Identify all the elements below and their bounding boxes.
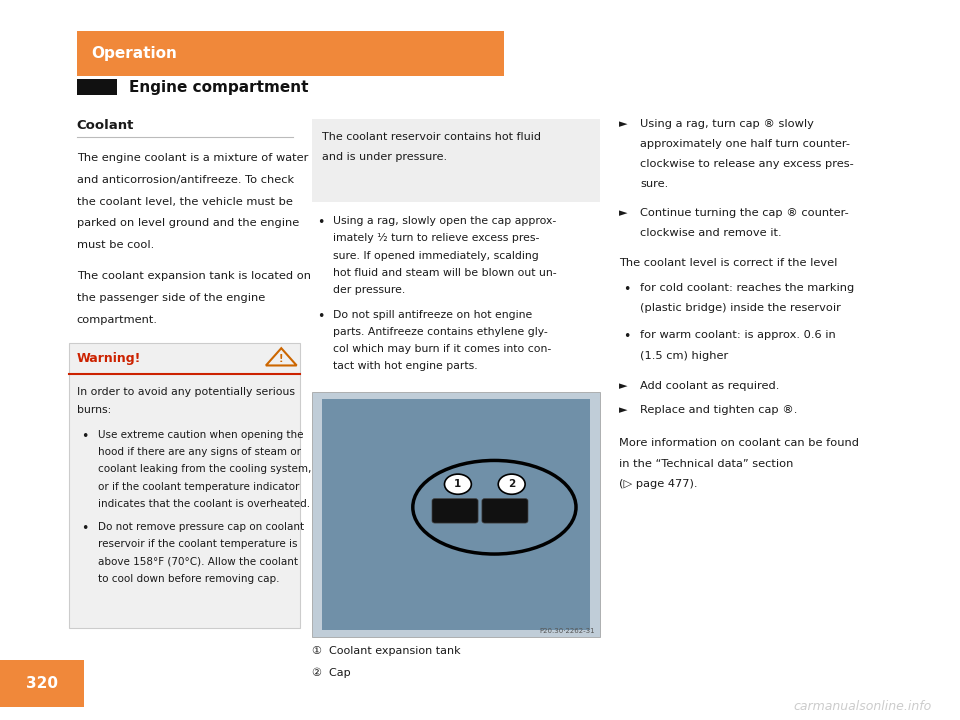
Text: carmanualsonline.info: carmanualsonline.info bbox=[793, 700, 931, 713]
Bar bbox=[69, 374, 300, 628]
Text: burns:: burns: bbox=[77, 405, 111, 415]
Text: 2: 2 bbox=[508, 480, 516, 489]
Text: P20.30·2262-31: P20.30·2262-31 bbox=[540, 628, 595, 634]
Text: Operation: Operation bbox=[91, 46, 177, 60]
Text: sure.: sure. bbox=[640, 179, 668, 189]
Text: Using a rag, turn cap ® slowly: Using a rag, turn cap ® slowly bbox=[640, 119, 814, 129]
Bar bbox=[77, 79, 117, 95]
Text: ►: ► bbox=[619, 405, 628, 415]
FancyBboxPatch shape bbox=[432, 499, 478, 523]
Text: and anticorrosion/antifreeze. To check: and anticorrosion/antifreeze. To check bbox=[77, 175, 294, 185]
Text: clockwise to release any excess pres-: clockwise to release any excess pres- bbox=[640, 159, 854, 169]
Text: or if the coolant temperature indicator: or if the coolant temperature indicator bbox=[98, 482, 300, 492]
Circle shape bbox=[444, 474, 471, 495]
Text: reservoir if the coolant temperature is: reservoir if the coolant temperature is bbox=[98, 539, 298, 549]
Text: for cold coolant: reaches the marking: for cold coolant: reaches the marking bbox=[640, 283, 854, 293]
Bar bbox=[69, 343, 300, 374]
Text: •: • bbox=[623, 283, 631, 296]
Text: der pressure.: der pressure. bbox=[333, 285, 405, 295]
Text: (▷ page 477).: (▷ page 477). bbox=[619, 479, 698, 489]
Bar bbox=[322, 399, 590, 630]
Text: Coolant: Coolant bbox=[77, 119, 134, 132]
Text: Replace and tighten cap ®.: Replace and tighten cap ®. bbox=[640, 405, 798, 415]
Text: for warm coolant: is approx. 0.6 in: for warm coolant: is approx. 0.6 in bbox=[640, 330, 836, 341]
Text: ►: ► bbox=[619, 208, 628, 218]
Text: •: • bbox=[317, 310, 324, 323]
Text: parked on level ground and the engine: parked on level ground and the engine bbox=[77, 218, 300, 228]
Text: Using a rag, slowly open the cap approx-: Using a rag, slowly open the cap approx- bbox=[333, 216, 557, 226]
Text: hood if there are any signs of steam or: hood if there are any signs of steam or bbox=[98, 447, 300, 457]
Text: !: ! bbox=[279, 354, 283, 364]
Text: sure. If opened immediately, scalding: sure. If opened immediately, scalding bbox=[333, 251, 539, 261]
Text: 1: 1 bbox=[454, 480, 462, 489]
Text: The coolant level is correct if the level: The coolant level is correct if the leve… bbox=[619, 258, 837, 269]
Text: and is under pressure.: and is under pressure. bbox=[322, 152, 446, 162]
Text: •: • bbox=[81, 522, 88, 535]
Bar bbox=[77, 31, 504, 76]
Text: coolant leaking from the cooling system,: coolant leaking from the cooling system, bbox=[98, 464, 311, 474]
Text: Add coolant as required.: Add coolant as required. bbox=[640, 381, 780, 391]
Text: ②  Cap: ② Cap bbox=[312, 667, 350, 678]
Text: imately ¹⁄₂ turn to relieve excess pres-: imately ¹⁄₂ turn to relieve excess pres- bbox=[333, 233, 540, 243]
Text: compartment.: compartment. bbox=[77, 315, 157, 325]
Text: hot fluid and steam will be blown out un-: hot fluid and steam will be blown out un… bbox=[333, 268, 557, 278]
Bar bbox=[69, 343, 300, 628]
Text: (plastic bridge) inside the reservoir: (plastic bridge) inside the reservoir bbox=[640, 303, 841, 313]
Text: ①  Coolant expansion tank: ① Coolant expansion tank bbox=[312, 646, 461, 656]
Text: The coolant reservoir contains hot fluid: The coolant reservoir contains hot fluid bbox=[322, 132, 540, 142]
Text: the passenger side of the engine: the passenger side of the engine bbox=[77, 293, 265, 303]
Text: the coolant level, the vehicle must be: the coolant level, the vehicle must be bbox=[77, 197, 293, 207]
Text: in the “Technical data” section: in the “Technical data” section bbox=[619, 459, 794, 469]
Text: The coolant expansion tank is located on: The coolant expansion tank is located on bbox=[77, 271, 311, 282]
Text: parts. Antifreeze contains ethylene gly-: parts. Antifreeze contains ethylene gly- bbox=[333, 327, 548, 337]
Text: col which may burn if it comes into con-: col which may burn if it comes into con- bbox=[333, 344, 551, 354]
Text: ►: ► bbox=[619, 119, 628, 129]
Text: •: • bbox=[623, 330, 631, 343]
Text: In order to avoid any potentially serious: In order to avoid any potentially seriou… bbox=[77, 387, 295, 397]
Text: More information on coolant can be found: More information on coolant can be found bbox=[619, 438, 859, 449]
Text: tact with hot engine parts.: tact with hot engine parts. bbox=[333, 361, 478, 372]
Text: ►: ► bbox=[619, 381, 628, 391]
Text: 320: 320 bbox=[26, 677, 59, 691]
Text: •: • bbox=[317, 216, 324, 229]
Text: approximately one half turn counter-: approximately one half turn counter- bbox=[640, 139, 851, 149]
Bar bbox=[312, 392, 600, 637]
Text: Warning!: Warning! bbox=[77, 352, 141, 365]
Text: Continue turning the cap ® counter-: Continue turning the cap ® counter- bbox=[640, 208, 849, 218]
Text: above 158°F (70°C). Allow the coolant: above 158°F (70°C). Allow the coolant bbox=[98, 557, 298, 567]
Text: Engine compartment: Engine compartment bbox=[129, 80, 308, 94]
Text: must be cool.: must be cool. bbox=[77, 240, 154, 250]
Text: •: • bbox=[81, 430, 88, 443]
Bar bbox=[0, 660, 84, 707]
FancyBboxPatch shape bbox=[482, 499, 528, 523]
Text: clockwise and remove it.: clockwise and remove it. bbox=[640, 228, 782, 238]
Text: indicates that the coolant is overheated.: indicates that the coolant is overheated… bbox=[98, 499, 310, 509]
Text: to cool down before removing cap.: to cool down before removing cap. bbox=[98, 574, 279, 584]
Text: The engine coolant is a mixture of water: The engine coolant is a mixture of water bbox=[77, 153, 308, 163]
Bar bbox=[312, 119, 600, 202]
Text: (1.5 cm) higher: (1.5 cm) higher bbox=[640, 351, 729, 361]
Text: Use extreme caution when opening the: Use extreme caution when opening the bbox=[98, 430, 303, 440]
Text: Do not spill antifreeze on hot engine: Do not spill antifreeze on hot engine bbox=[333, 310, 533, 320]
Circle shape bbox=[498, 474, 525, 495]
Text: Do not remove pressure cap on coolant: Do not remove pressure cap on coolant bbox=[98, 522, 304, 532]
